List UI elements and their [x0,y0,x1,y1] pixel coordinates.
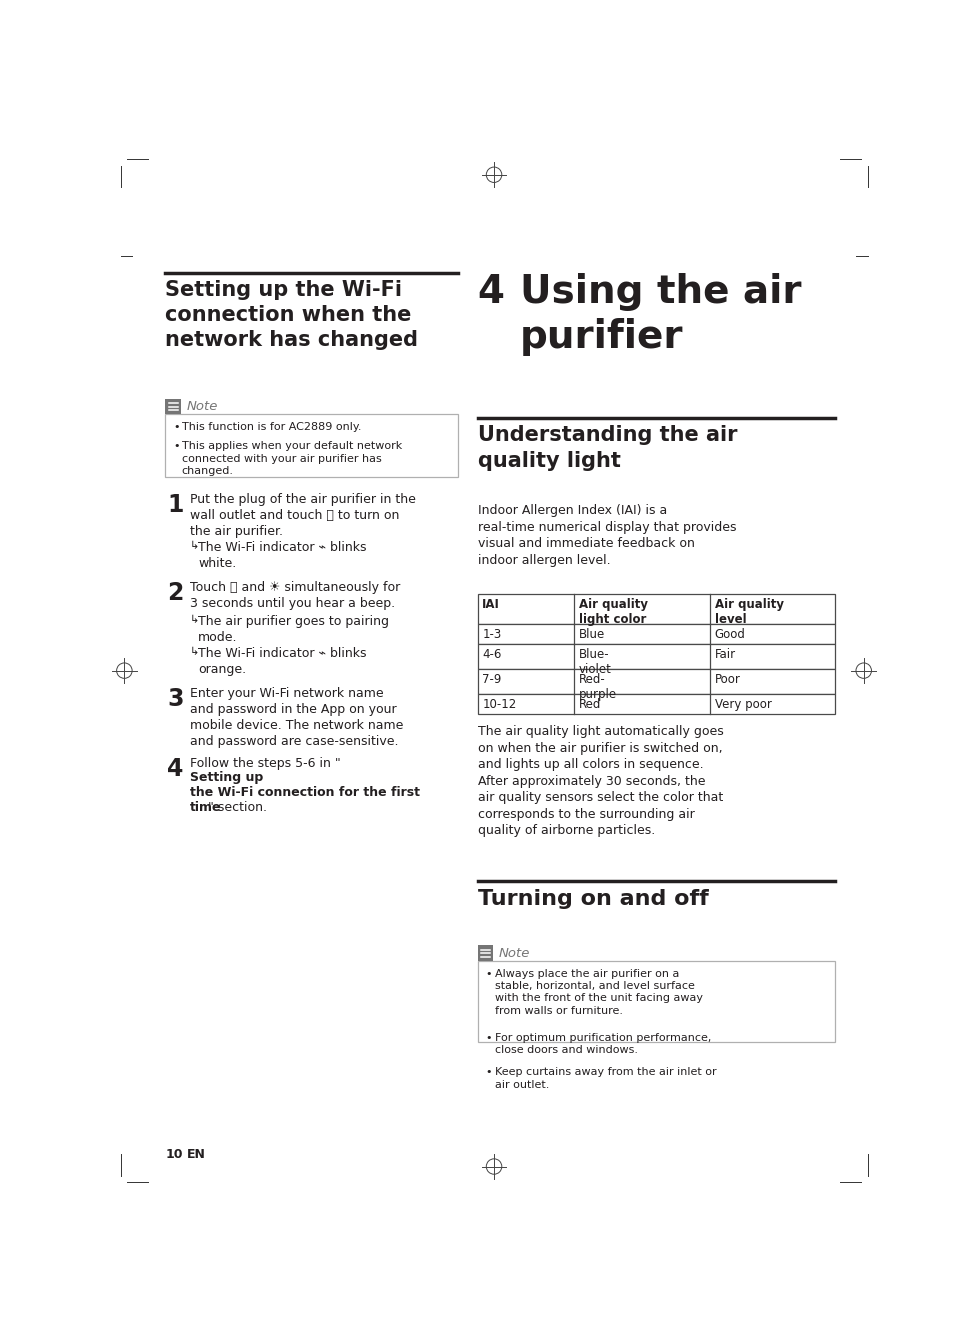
Text: •: • [485,968,492,979]
Text: Good: Good [714,628,745,641]
Text: " section.: " section. [208,801,267,814]
Text: For optimum purification performance,
close doors and windows.: For optimum purification performance, cl… [495,1033,711,1056]
Text: IAI: IAI [482,598,500,611]
Bar [477,594,835,624]
Text: •: • [485,1033,492,1042]
Text: Blue: Blue [578,628,605,641]
Text: This applies when your default network
connected with your air purifier has
chan: This applies when your default network c… [182,441,402,477]
Bar [477,624,835,644]
Text: Always place the air purifier on a
stable, horizontal, and level surface
with th: Always place the air purifier on a stabl… [495,968,703,1016]
Text: 10: 10 [166,1147,183,1161]
Text: Understanding the air
quality light: Understanding the air quality light [477,425,737,471]
Text: Indoor Allergen Index (IAI) is a
real-time numerical display that provides
visua: Indoor Allergen Index (IAI) is a real-ti… [477,505,736,567]
Text: Turning on and off: Turning on and off [477,888,709,908]
Text: 2: 2 [167,582,183,606]
Text: The air quality light automatically goes
on when the air purifier is switched on: The air quality light automatically goes… [477,725,723,837]
Text: Note: Note [186,400,218,413]
Bar [477,695,835,713]
Text: Very poor: Very poor [714,699,771,712]
Bar [477,644,835,669]
Text: 10-12: 10-12 [482,699,517,712]
Text: Setting up: Setting up [190,772,263,785]
Text: Follow the steps 5-6 in ": Follow the steps 5-6 in " [190,757,341,769]
Text: time: time [190,801,222,814]
Text: EN: EN [187,1147,206,1161]
Text: the Wi-Fi connection for the first: the Wi-Fi connection for the first [190,786,420,799]
Text: Enter your Wi-Fi network name
and password in the App on your
mobile device. The: Enter your Wi-Fi network name and passwo… [190,687,404,748]
Text: 4: 4 [477,272,504,311]
Text: Air quality
light color: Air quality light color [578,598,648,627]
Text: This function is for AC2889 only.: This function is for AC2889 only. [182,422,362,432]
Text: •: • [485,1068,492,1077]
Text: Air quality
level: Air quality level [714,598,784,627]
Bar [477,961,835,1041]
Text: Put the plug of the air purifier in the
wall outlet and touch ⒤ to turn on
the a: Put the plug of the air purifier in the … [190,493,416,538]
Text: Blue-
violet: Blue- violet [578,648,611,676]
Text: ↳: ↳ [190,615,199,625]
Text: ↳: ↳ [190,647,199,657]
Bar [166,398,181,414]
Bar [477,946,494,961]
Text: 4-6: 4-6 [482,648,501,660]
Text: Setting up the Wi-Fi
connection when the
network has changed: Setting up the Wi-Fi connection when the… [166,280,418,349]
Text: Red: Red [578,699,602,712]
Text: Touch ⒤ and ☀ simultaneously for
3 seconds until you hear a beep.: Touch ⒤ and ☀ simultaneously for 3 secon… [190,582,400,610]
Text: 7-9: 7-9 [482,673,501,687]
Text: Fair: Fair [714,648,736,660]
Text: Red-
purple: Red- purple [578,673,617,701]
Text: •: • [174,441,179,452]
Text: Poor: Poor [714,673,740,687]
Text: The Wi-Fi indicator ⌁ blinks
white.: The Wi-Fi indicator ⌁ blinks white. [198,542,366,570]
Text: 3: 3 [167,687,183,710]
Text: ↳: ↳ [190,542,199,551]
Text: Note: Note [498,947,530,960]
Text: The Wi-Fi indicator ⌁ blinks
orange.: The Wi-Fi indicator ⌁ blinks orange. [198,647,366,676]
Text: 1-3: 1-3 [482,628,501,641]
Text: Using the air
purifier: Using the air purifier [521,272,802,356]
Text: Keep curtains away from the air inlet or
air outlet.: Keep curtains away from the air inlet or… [495,1068,716,1090]
Text: •: • [174,422,179,432]
Text: 1: 1 [167,493,183,517]
Bar [166,414,458,477]
Bar [477,669,835,695]
Text: 4: 4 [167,757,183,781]
Text: The air purifier goes to pairing
mode.: The air purifier goes to pairing mode. [198,615,389,644]
